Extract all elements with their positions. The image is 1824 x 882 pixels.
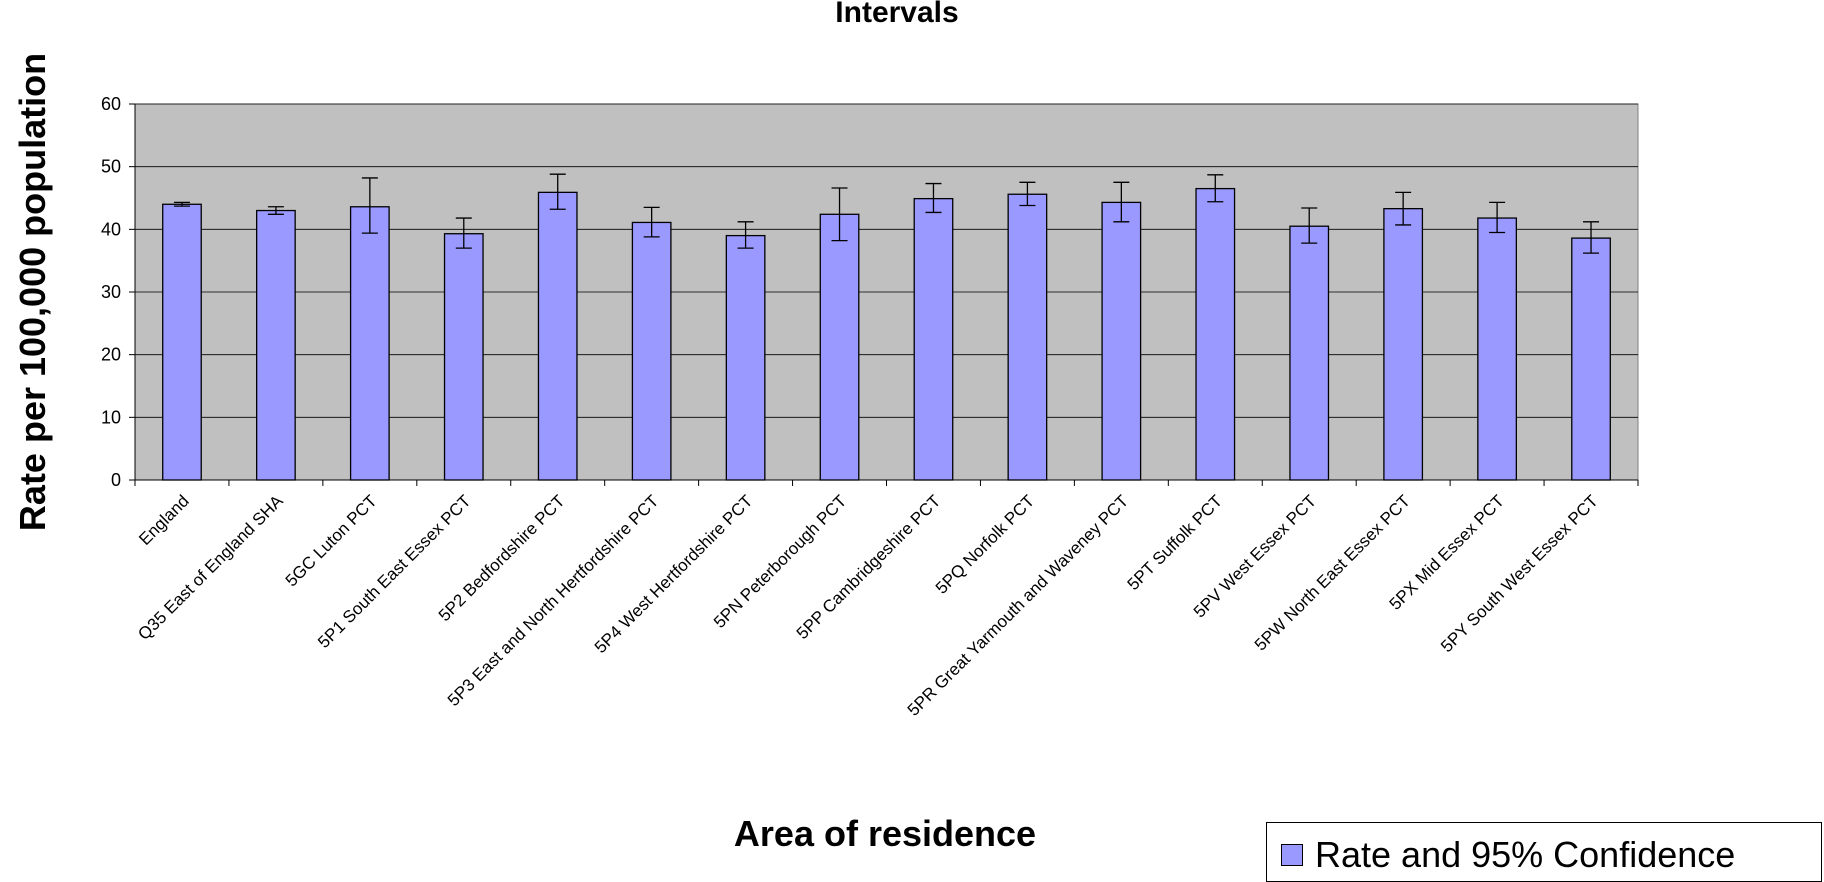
x-tick-label: 5PW North East Essex PCT <box>1251 491 1414 654</box>
bar <box>631 221 672 481</box>
x-tick-label: England <box>135 491 193 549</box>
chart-title: Intervals <box>835 0 958 29</box>
bar <box>1195 187 1236 481</box>
bar <box>349 206 390 481</box>
bar <box>725 234 766 481</box>
legend-swatch <box>1281 844 1303 866</box>
x-tick-label: 5PQ Norfolk PCT <box>932 491 1038 597</box>
x-tick-label: 5PY South West Essex PCT <box>1437 491 1602 656</box>
bar <box>1571 237 1611 481</box>
bar <box>1289 225 1330 481</box>
x-tick-label: 5P3 East and North Hertfordshire PCT <box>444 491 663 710</box>
bar <box>819 213 860 481</box>
x-tick-label: 5P1 South East Essex PCT <box>314 491 474 651</box>
y-tick-label: 20 <box>101 345 121 365</box>
x-tick-label: 5PT Suffolk PCT <box>1124 491 1227 594</box>
bar <box>913 197 954 481</box>
y-tick-label: 30 <box>101 282 121 302</box>
bar <box>1383 208 1424 481</box>
x-tick-label: 5P4 West Hertfordshire PCT <box>591 491 757 657</box>
y-tick-label: 10 <box>101 407 121 427</box>
bar <box>1101 201 1142 481</box>
y-tick-label: 40 <box>101 219 121 239</box>
legend: Rate and 95% Confidence <box>1266 822 1822 882</box>
y-tick-label: 60 <box>101 94 121 114</box>
x-tick-label: 5GC Luton PCT <box>282 491 381 590</box>
y-axis-title: Rate per 100,000 population <box>12 53 53 531</box>
bar <box>443 233 484 481</box>
x-axis-title: Area of residence <box>734 813 1036 854</box>
bar <box>1007 193 1048 481</box>
y-tick-label: 50 <box>101 157 121 177</box>
x-tick-label: 5PR Great Yarmouth and Waveney PCT <box>904 491 1132 719</box>
bar <box>1477 217 1518 481</box>
y-tick-label: 0 <box>111 470 121 490</box>
legend-label: Rate and 95% Confidence <box>1315 834 1736 875</box>
bar <box>537 191 578 481</box>
bar <box>162 203 202 481</box>
bar <box>255 209 296 481</box>
